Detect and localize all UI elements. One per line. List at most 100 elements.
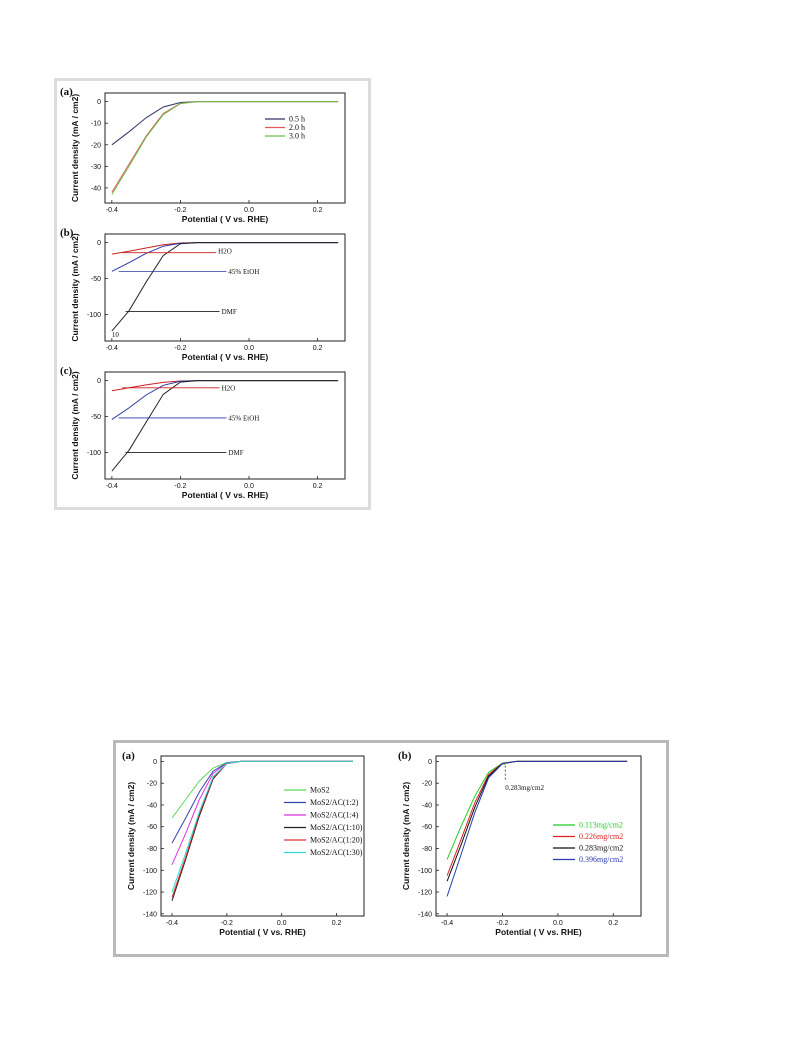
- panel-label: (b): [60, 227, 74, 239]
- series-line-3: [446, 760, 628, 897]
- annotation-label: DMF: [228, 449, 243, 457]
- annotation-label: H2O: [218, 248, 232, 256]
- y-tick-label: -100: [418, 868, 432, 875]
- x-tick-label: -0.4: [106, 345, 118, 352]
- x-tick-label: 0.0: [244, 207, 254, 214]
- x-axis-label: Potential ( V vs. RHE): [182, 352, 269, 362]
- annotation-label: 10: [112, 331, 120, 339]
- annotation-label: 45% EtOH: [228, 414, 259, 422]
- x-tick-label: 0.0: [553, 920, 563, 927]
- panel-1-1: (a) -0.4 -0.2 0.0 0.2 0 -10 -20 -30 -40 Potential …: [60, 86, 346, 224]
- y-tick-label: -80: [147, 846, 157, 853]
- y-tick-label: -20: [147, 781, 157, 788]
- figure-electrolyte-lsv: (a) -0.4 -0.2 0.0 0.2 0 -10 -20 -30 -40 Potential …: [54, 78, 371, 510]
- panel-2-2: (b) -0.4 -0.2 0.0 0.2 0 -20 -40 -60 -80 -100 -120 -1…: [398, 750, 642, 937]
- y-tick-label: -140: [143, 911, 157, 918]
- y-tick-label: 0: [97, 99, 101, 106]
- legend-entry: MoS2/AC(1:30): [310, 848, 363, 857]
- y-tick-label: 0: [153, 759, 157, 766]
- y-tick-label: -20: [91, 142, 101, 149]
- y-tick-label: -50: [91, 276, 101, 283]
- legend-entry: MoS2/AC(1:20): [310, 836, 363, 845]
- plot-frame: [104, 371, 346, 480]
- y-axis-label: Current density (mA / cm2): [70, 371, 80, 479]
- figure-mos2-ac-lsv-svg: (a) -0.4 -0.2 0.0 0.2 0 -20 -40 -60 -80 -100 -120 -1…: [122, 750, 642, 937]
- legend-entry: MoS2/AC(1:2): [310, 798, 359, 807]
- legend-entry: 0.5 h: [289, 115, 305, 124]
- x-axis-label: Potential ( V vs. RHE): [495, 927, 582, 937]
- y-tick-label: -120: [143, 890, 157, 897]
- y-tick-label: -100: [87, 312, 101, 319]
- legend-entry: 0.113mg/cm2: [579, 821, 623, 830]
- legend-entry: 0.226mg/cm2: [579, 832, 623, 841]
- x-tick-label: -0.4: [106, 483, 118, 490]
- panel-label: (b): [398, 750, 412, 762]
- y-tick-label: -60: [422, 824, 432, 831]
- figure-mos2-ac-lsv: (a) -0.4 -0.2 0.0 0.2 0 -20 -40 -60 -80 -100 -120 -1…: [113, 740, 669, 957]
- y-axis-label: Current density (mA / cm2): [70, 233, 80, 341]
- legend-entry: 2.0 h: [289, 123, 305, 132]
- x-tick-label: -0.2: [174, 345, 186, 352]
- legend-entry: MoS2: [310, 786, 330, 795]
- annotation-label: DMF: [222, 308, 237, 316]
- y-tick-label: -60: [147, 824, 157, 831]
- y-axis-label: Current density (mA / cm2): [126, 782, 136, 890]
- annotation-label: 45% EtOH: [228, 268, 259, 276]
- figure-electrolyte-lsv-svg: (a) -0.4 -0.2 0.0 0.2 0 -10 -20 -30 -40 Potential …: [60, 86, 346, 500]
- y-tick-label: -120: [418, 890, 432, 897]
- panel-label: (a): [60, 86, 73, 98]
- series-line-2: [111, 242, 339, 332]
- plot-frame: [160, 755, 365, 917]
- series-line-2: [111, 101, 339, 195]
- x-tick-label: 0.2: [313, 345, 323, 352]
- legend-entry: 0.283mg/cm2: [579, 844, 623, 853]
- x-tick-label: 0.2: [313, 207, 323, 214]
- legend-entry: 3.0 h: [289, 132, 305, 141]
- panel-1-3: (c) -0.4 -0.2 0.0 0.2 0 -50 -100 Potential ( V v…: [60, 365, 346, 500]
- y-tick-label: -30: [91, 164, 101, 171]
- y-tick-label: -50: [91, 414, 101, 421]
- y-tick-label: -80: [422, 846, 432, 853]
- y-tick-label: -140: [418, 911, 432, 918]
- x-axis-label: Potential ( V vs. RHE): [219, 927, 306, 937]
- y-tick-label: 0: [428, 759, 432, 766]
- plot-frame: [435, 755, 642, 917]
- series-line-5: [171, 760, 353, 893]
- plot-frame: [104, 233, 346, 342]
- y-tick-label: -40: [147, 802, 157, 809]
- y-tick-label: 0: [97, 240, 101, 247]
- x-tick-label: -0.4: [166, 920, 178, 927]
- x-tick-label: 0.2: [608, 920, 618, 927]
- panel-2-1: (a) -0.4 -0.2 0.0 0.2 0 -20 -40 -60 -80 -100 -120 -1…: [122, 750, 365, 937]
- y-tick-label: -20: [422, 781, 432, 788]
- x-tick-label: 0.2: [332, 920, 342, 927]
- x-tick-label: 0.0: [244, 483, 254, 490]
- y-tick-label: -100: [143, 868, 157, 875]
- legend-entry: 0.396mg/cm2: [579, 855, 623, 864]
- annotation-label: 0.283mg/cm2: [505, 784, 544, 792]
- x-tick-label: 0.2: [313, 483, 323, 490]
- panel-1-2: (b) -0.4 -0.2 0.0 0.2 0 -50 -100 Potential ( V v…: [60, 227, 346, 362]
- x-tick-label: 0.0: [277, 920, 287, 927]
- panel-label: (a): [122, 750, 135, 762]
- x-axis-label: Potential ( V vs. RHE): [182, 214, 269, 224]
- annotation-label: H2O: [222, 384, 236, 392]
- series-line-2: [111, 380, 339, 472]
- y-tick-label: -40: [91, 185, 101, 192]
- x-tick-label: -0.4: [441, 920, 453, 927]
- y-tick-label: -100: [87, 450, 101, 457]
- legend-entry: MoS2/AC(1:10): [310, 823, 363, 832]
- panel-label: (c): [60, 365, 73, 377]
- x-tick-label: 0.0: [244, 345, 254, 352]
- x-tick-label: -0.4: [106, 207, 118, 214]
- legend-entry: MoS2/AC(1:4): [310, 811, 359, 820]
- y-tick-label: -10: [91, 121, 101, 128]
- y-tick-label: -40: [422, 802, 432, 809]
- x-axis-label: Potential ( V vs. RHE): [182, 490, 269, 500]
- plot-frame: [104, 92, 346, 204]
- x-tick-label: -0.2: [496, 920, 508, 927]
- y-axis-label: Current density (mA / cm2): [401, 782, 411, 890]
- x-tick-label: -0.2: [221, 920, 233, 927]
- y-axis-label: Current density (mA / cm2): [70, 94, 80, 202]
- x-tick-label: -0.2: [174, 483, 186, 490]
